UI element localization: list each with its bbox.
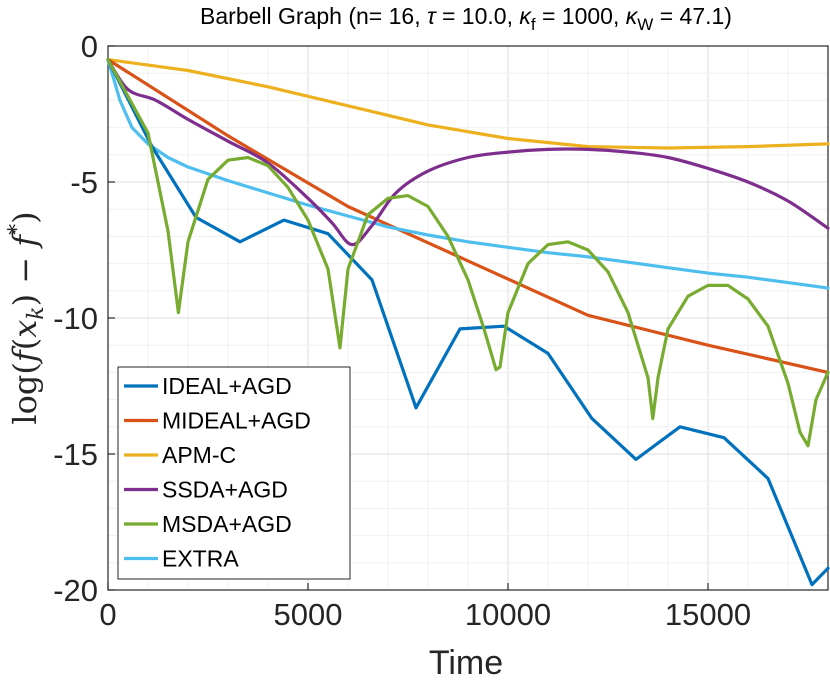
- y-tick-label: 0: [81, 29, 98, 64]
- x-tick-label: 5000: [274, 597, 343, 632]
- legend: IDEAL+AGD MIDEAL+AGD APM-C SSDA+AGD MSDA+AGD…: [117, 366, 351, 580]
- legend-label-ideal-agd: IDEAL+AGD: [162, 373, 292, 399]
- x-tick-label: 15000: [665, 597, 751, 632]
- y-tick-label: -20: [53, 573, 98, 608]
- series-line-extra: [106, 58, 830, 290]
- legend-box: [117, 366, 351, 580]
- series-line-apm-c: [106, 58, 830, 150]
- series-lines: [106, 58, 830, 587]
- legend-label-ssda-agd: SSDA+AGD: [162, 477, 288, 503]
- x-tick-label: 0: [99, 597, 116, 632]
- ticks: 0 5000 10000 15000 0 -5 -10 -15 -20: [53, 29, 751, 632]
- legend-label-mideal-agd: MIDEAL+AGD: [162, 408, 311, 434]
- series-line-msda-agd: [106, 58, 830, 448]
- x-axis-label: Time: [429, 644, 503, 680]
- series-line-ssda-agd: [106, 58, 830, 247]
- y-axis-label: log(f(xk) − f*): [5, 211, 49, 424]
- y-tick-label: -5: [70, 165, 98, 200]
- y-tick-label: -15: [53, 437, 98, 472]
- chart-title: Barbell Graph (n= 16, τ = 10.0, κf = 100…: [200, 3, 732, 34]
- legend-label-extra: EXTRA: [162, 546, 239, 572]
- y-tick-label: -10: [53, 301, 98, 336]
- x-tick-label: 10000: [465, 597, 551, 632]
- series-line-mideal-agd: [106, 58, 830, 374]
- legend-label-msda-agd: MSDA+AGD: [162, 511, 292, 537]
- legend-label-apm-c: APM-C: [162, 442, 236, 468]
